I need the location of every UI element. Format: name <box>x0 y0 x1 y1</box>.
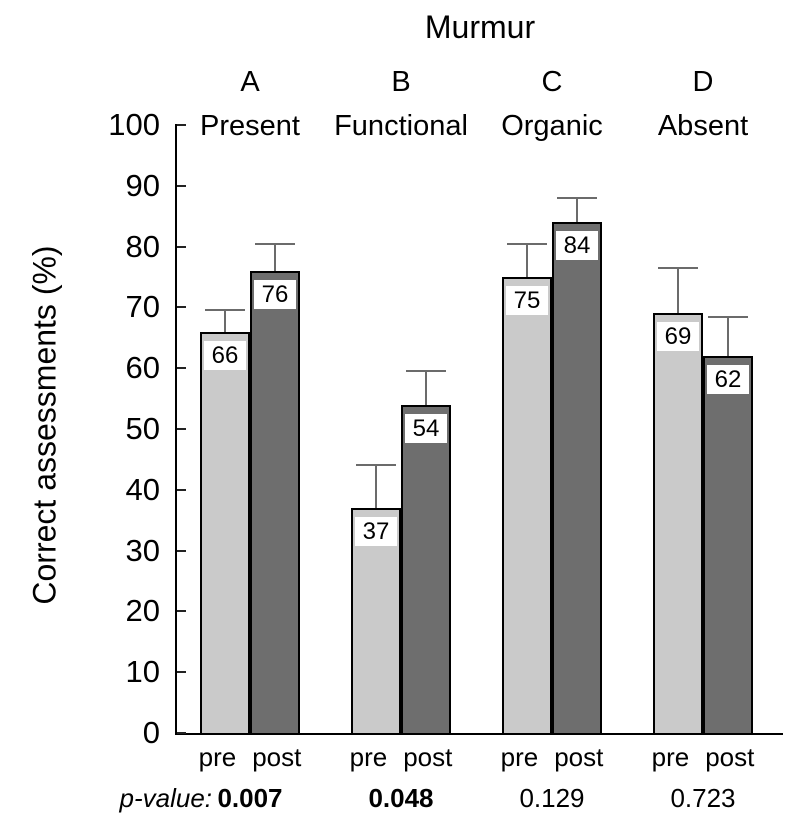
bar-value-label: 84 <box>556 231 598 261</box>
y-tick-label: 70 <box>125 289 160 325</box>
p-value-C: 0.129 <box>519 783 585 813</box>
chart-title: Murmur <box>424 9 536 45</box>
y-tick-label: 10 <box>125 654 160 690</box>
bar-post-D <box>703 356 753 735</box>
group-letter-C: C <box>541 66 563 98</box>
error-bar-stem <box>425 371 427 405</box>
post-label: post <box>554 742 604 772</box>
bar-value-label: 62 <box>707 365 749 395</box>
y-tick-mark <box>177 549 186 552</box>
p-value-B: 0.048 <box>368 783 434 813</box>
bar-post-B <box>401 404 451 735</box>
p-value-A: 0.007 <box>217 783 283 813</box>
post-label: post <box>403 742 453 772</box>
bar-pre-C <box>502 277 552 735</box>
error-bar-cap <box>406 370 446 373</box>
y-tick-mark <box>177 306 186 309</box>
bar-post-A <box>250 270 300 735</box>
prepost-labels-B: pre post <box>326 742 476 772</box>
error-bar-cap <box>205 309 245 312</box>
y-tick-mark <box>177 671 186 674</box>
prepost-labels-D: pre post <box>628 742 778 772</box>
bar-value-label: 76 <box>254 279 296 309</box>
error-bar-cap <box>557 196 597 199</box>
group-name-A: Present <box>200 110 300 142</box>
p-value-D: 0.723 <box>670 783 736 813</box>
y-tick-mark <box>177 124 186 126</box>
pre-label: pre <box>349 742 388 772</box>
y-tick-label: 40 <box>125 471 160 507</box>
y-tick-label: 0 <box>142 715 160 750</box>
post-label: post <box>705 742 755 772</box>
y-tick-mark <box>177 732 186 734</box>
group-name-B: Functional <box>334 110 468 142</box>
bar-pre-D <box>653 313 703 735</box>
error-bar-stem <box>727 316 729 357</box>
pre-label: pre <box>651 742 690 772</box>
y-tick-label: 60 <box>125 350 160 386</box>
pre-label: pre <box>198 742 237 772</box>
bar-value-label: 75 <box>506 286 548 315</box>
bar-post-C <box>552 222 602 735</box>
y-tick-mark <box>177 428 186 430</box>
bar-value-label: 69 <box>657 322 699 352</box>
pre-label: pre <box>500 742 539 772</box>
y-tick-label: 20 <box>125 593 160 629</box>
y-tick-label: 30 <box>125 532 160 568</box>
error-bar-stem <box>274 243 276 271</box>
y-tick-label: 50 <box>125 411 160 446</box>
error-bar-cap <box>658 266 698 269</box>
bar-value-label: 54 <box>405 413 447 443</box>
y-tick-mark <box>177 367 186 370</box>
group-letter-D: D <box>692 66 714 98</box>
group-letter-B: B <box>391 66 411 98</box>
y-tick-label: 100 <box>108 107 160 142</box>
y-axis-line <box>175 124 177 735</box>
error-bar-cap <box>507 242 547 245</box>
prepost-labels-A: pre post <box>175 742 325 772</box>
bar-pre-A <box>200 331 250 735</box>
group-letter-A: A <box>240 66 260 98</box>
error-bar-stem <box>375 465 377 509</box>
error-bar-stem <box>224 310 226 332</box>
x-axis-line <box>175 733 783 735</box>
y-tick-mark <box>177 488 186 491</box>
group-name-D: Absent <box>657 110 749 142</box>
error-bar-stem <box>677 267 679 314</box>
y-tick-mark <box>177 184 186 187</box>
bar-value-label: 66 <box>204 340 246 370</box>
group-name-C: Organic <box>501 110 603 142</box>
prepost-labels-C: pre post <box>477 742 627 772</box>
y-tick-mark <box>177 610 186 613</box>
error-bar-stem <box>576 197 578 223</box>
bar-value-label: 37 <box>355 517 397 547</box>
error-bar-cap <box>255 242 295 245</box>
y-tick-mark <box>177 245 186 248</box>
p-value-label: p-value: <box>119 783 213 813</box>
error-bar-cap <box>708 315 748 318</box>
y-tick-label: 80 <box>125 228 160 264</box>
error-bar-cap <box>356 464 396 467</box>
error-bar-stem <box>526 243 528 277</box>
post-label: post <box>252 742 302 772</box>
y-tick-label: 90 <box>125 167 160 203</box>
